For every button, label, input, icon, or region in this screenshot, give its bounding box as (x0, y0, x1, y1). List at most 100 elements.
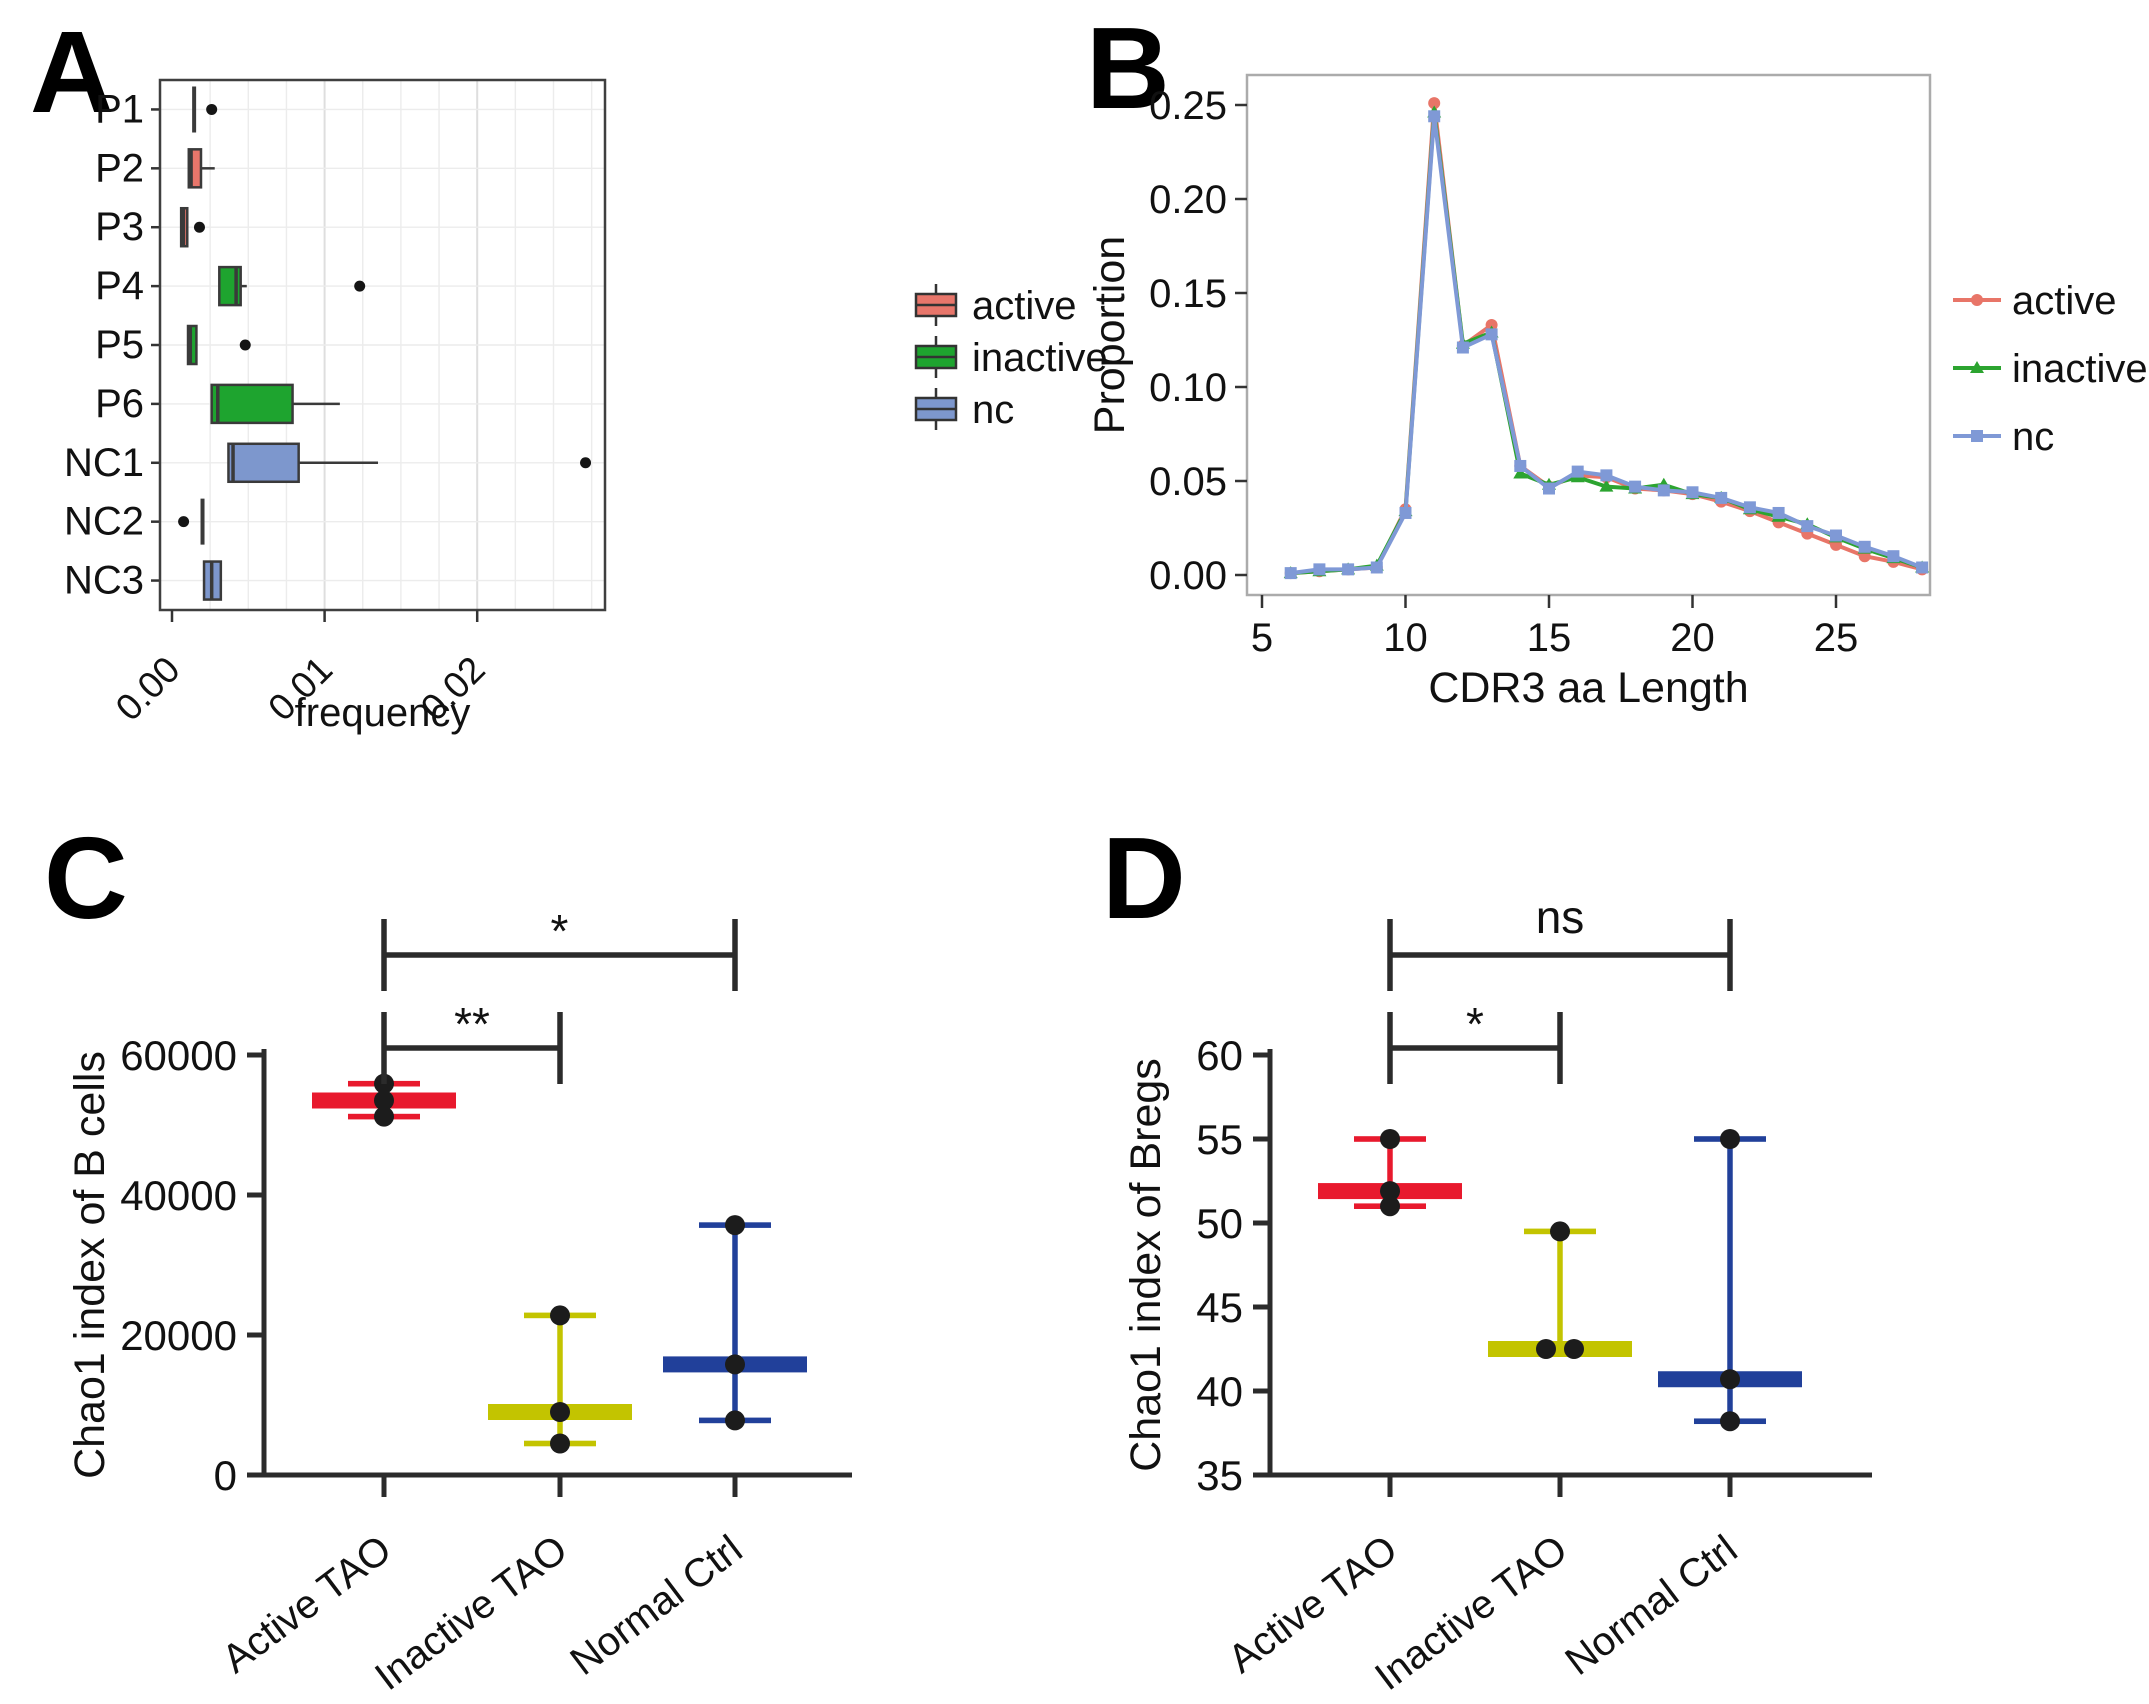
box-P5 (186, 324, 251, 366)
data-dot (550, 1433, 570, 1454)
y-tick-label: 50 (1196, 1200, 1243, 1247)
sig-label: * (551, 905, 569, 957)
y-tick-label: 0.15 (1149, 272, 1227, 316)
data-dot (374, 1106, 394, 1127)
outlier-dot (206, 103, 218, 115)
legend-item-nc: nc (1953, 415, 2054, 459)
data-dot (1380, 1196, 1400, 1217)
sig-bracket-**: ** (381, 998, 563, 1084)
box-P4 (218, 265, 366, 307)
sig-bracket-*: * (381, 905, 738, 991)
category-label: Active TAO (214, 1527, 399, 1682)
x-axis-title: CDR3 aa Length (1428, 664, 1748, 712)
category-label: P5 (95, 323, 144, 367)
y-axis-title: Chao1 index of Bregs (1122, 1058, 1170, 1472)
group-Normal-Ctrl (1658, 1129, 1802, 1432)
data-dot (550, 1305, 570, 1326)
sig-label: ns (1536, 891, 1585, 943)
outlier-dot (239, 339, 251, 351)
legend-item-nc: nc (914, 388, 1014, 432)
panel-b-plot: 0.00 0.05 0.10 0.15 0.20 0.25 5 10 15 20 25 CDR3 aa… (1086, 73, 1932, 712)
outlier-dot (193, 221, 205, 233)
y-tick-label: 0.25 (1149, 84, 1227, 128)
y-axis-title: Chao1 index of B cells (66, 1051, 114, 1479)
legend-item-active: active (914, 284, 1077, 328)
category-label: NC2 (64, 500, 144, 544)
category-label: NC3 (64, 559, 144, 603)
y-axis-title: Proportion (1086, 236, 1134, 434)
outlier-dot (580, 457, 592, 469)
data-dot (1380, 1181, 1400, 1202)
box-NC2 (178, 498, 205, 545)
data-dot (1720, 1369, 1740, 1390)
legend-label: inactive (2012, 347, 2148, 391)
category-label: Inactive TAO (367, 1527, 575, 1699)
x-tick-label: 20 (1670, 616, 1715, 660)
category-label: P4 (95, 264, 144, 308)
plot-border (158, 78, 607, 612)
legend-label: active (2012, 279, 2117, 323)
y-tick-label: 60 (1196, 1032, 1243, 1079)
legend-label: inactive (972, 336, 1108, 380)
panel-c-letter: C (44, 813, 128, 943)
x-tick-label: 5 (1251, 616, 1273, 660)
data-dot (1380, 1129, 1400, 1149)
y-tick-label: 40 (1196, 1368, 1243, 1415)
data-dot (1720, 1129, 1740, 1149)
panel-d-letter: D (1102, 813, 1186, 943)
data-dot (1536, 1339, 1556, 1359)
x-tick-label: 25 (1814, 616, 1859, 660)
data-dot (725, 1354, 745, 1375)
box-P1 (192, 86, 218, 133)
x-tick-label: 15 (1527, 616, 1572, 660)
outlier-dot (178, 516, 190, 528)
category-label: P3 (95, 205, 144, 249)
x-tick-label: 10 (1383, 616, 1428, 660)
group-Inactive-TAO (1488, 1221, 1632, 1359)
legend-item-inactive: inactive (914, 336, 1108, 380)
data-dot (725, 1215, 745, 1236)
y-tick-label: 0 (214, 1452, 237, 1499)
sig-label: * (1466, 998, 1484, 1050)
y-tick-label: 20000 (120, 1312, 237, 1359)
data-dot (374, 1090, 394, 1111)
sig-bracket-ns: ns (1387, 891, 1733, 991)
x-axis-title: frequency (295, 691, 471, 735)
box-P2 (187, 148, 215, 189)
group-Active-TAO (1318, 1129, 1462, 1217)
category-label: Normal Ctrl (562, 1527, 750, 1684)
panel-b-line-chart: 0.00 0.05 0.10 0.15 0.20 0.25 5 10 15 20 25 CDR3 aa… (1086, 73, 2148, 712)
data-dot (1720, 1411, 1740, 1432)
legend: active inactive nc (914, 284, 1108, 432)
series-nc (1284, 110, 1929, 580)
y-tick-label: 35 (1196, 1452, 1243, 1499)
category-label: Inactive TAO (1367, 1527, 1575, 1699)
category-label: Normal Ctrl (1557, 1527, 1745, 1684)
legend-label: active (972, 284, 1077, 328)
y-tick-label: 0.00 (1149, 554, 1227, 598)
data-dot (1564, 1339, 1584, 1359)
data-dot (1550, 1221, 1570, 1242)
category-label: P6 (95, 382, 144, 426)
panel-a-letter: A (30, 7, 114, 137)
y-tick-label: 60000 (120, 1032, 237, 1079)
category-label: P1 (95, 87, 144, 131)
y-tick-label: 55 (1196, 1116, 1243, 1163)
legend-label: nc (972, 388, 1014, 432)
category-label: NC1 (64, 441, 144, 485)
data-dot (725, 1410, 745, 1431)
category-label: P2 (95, 146, 144, 190)
box-P3 (179, 206, 205, 248)
outlier-dot (354, 280, 366, 292)
group-Inactive-TAO (488, 1305, 632, 1454)
legend-item-inactive: inactive (1953, 347, 2148, 391)
plot-border (1245, 73, 1932, 597)
legend: active inactive nc (1953, 279, 2148, 459)
box-P6 (210, 383, 340, 425)
x-tick-label: 0.00 (108, 649, 188, 729)
